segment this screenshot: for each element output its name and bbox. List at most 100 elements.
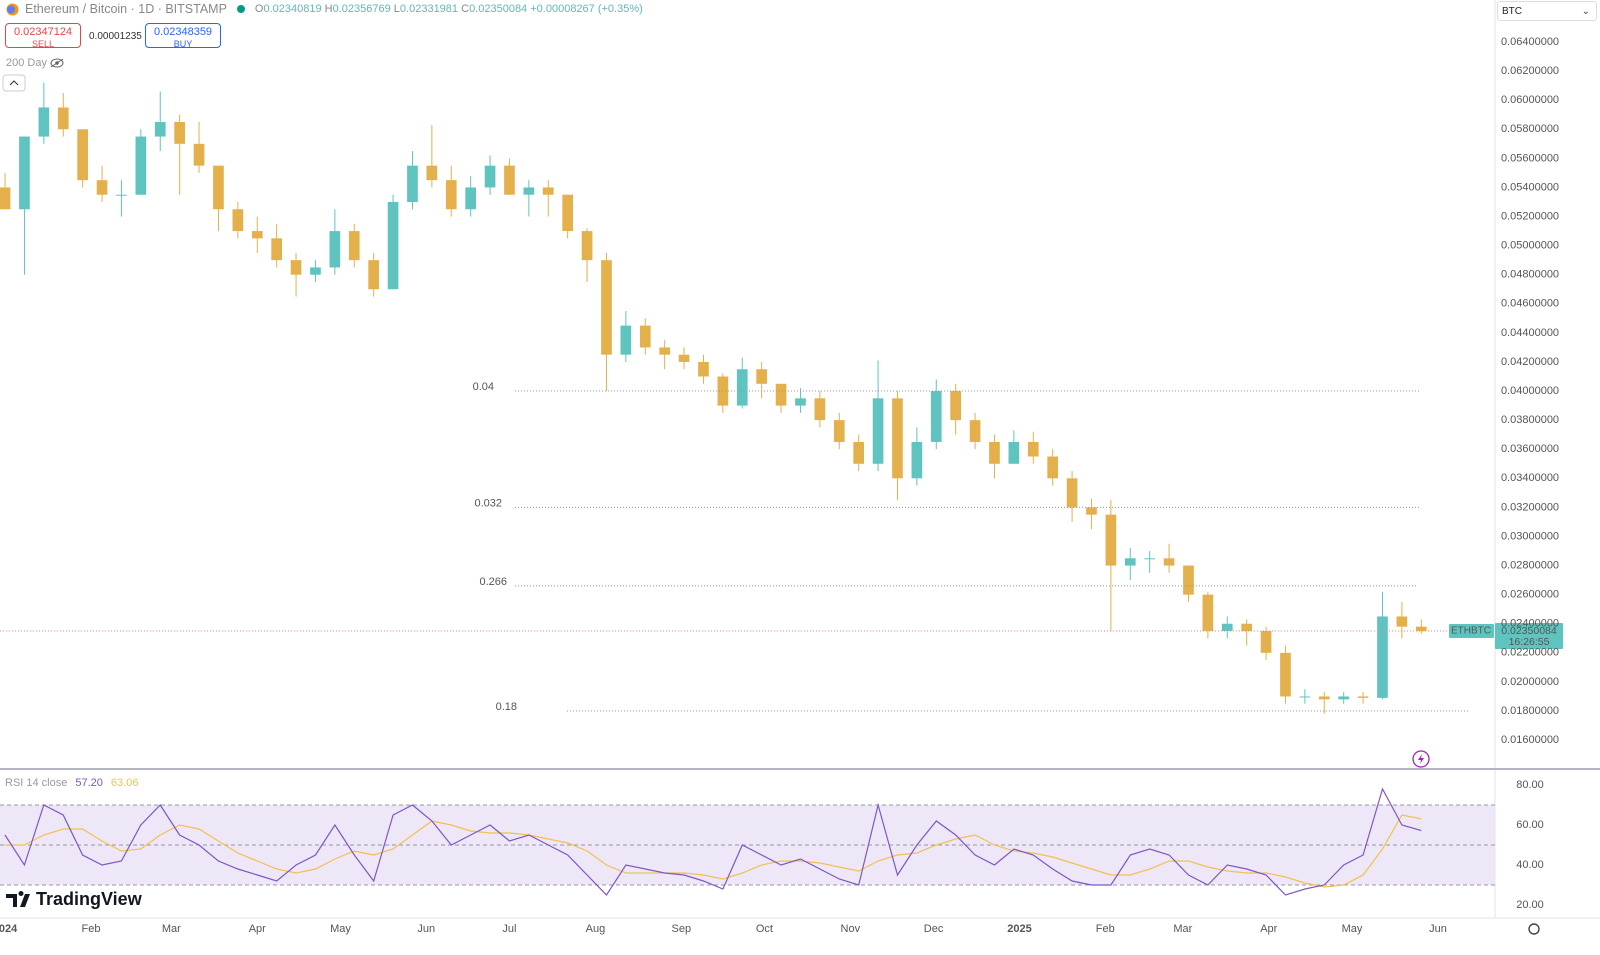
currency: BTC [1502,6,1522,17]
candle-body [911,441,923,479]
collapse-icon [9,80,19,86]
candle-body [523,187,535,195]
x-tick-label: Jun [1429,923,1447,935]
candle-body [639,325,651,348]
y-tick-label: 0.01800000 [1501,705,1559,717]
x-tick-label: Mar [162,923,181,935]
y-tick-label: 0.05400000 [1501,181,1559,193]
level-label: 0.032 [474,497,502,509]
rsi-line [4,787,1422,896]
candle-body [484,165,496,188]
y-tick-label: 0.04200000 [1501,356,1559,368]
x-tick-label: Feb [1096,923,1115,935]
y-tick-label: 0.02000000 [1501,676,1559,688]
settings-icon [1528,923,1540,935]
candle-body [678,354,690,362]
candle-body [271,238,282,261]
candle-body [892,398,903,479]
y-tick-label: 0.06000000 [1501,94,1559,106]
y-tick-label: 0.05800000 [1501,123,1559,135]
rsi-value: 57.20 [75,777,103,789]
candle-body [310,267,321,275]
candle-body [620,325,632,355]
x-tick-label: Apr [1260,923,1277,935]
dropdown-arrow: ⌄ [1581,6,1590,17]
x-tick-label: Oct [756,923,773,935]
ohlc-value: 0.02340819 [263,3,322,15]
currency-select[interactable]: BTC ⌄ [1497,1,1597,21]
candle-body [736,369,748,406]
y-tick-label: 0.03400000 [1501,472,1559,484]
candle-body [154,122,166,137]
candle-body [581,231,593,261]
candle-body [38,107,50,137]
candle-body [232,209,244,232]
y-tick-label: 0.05200000 [1501,210,1559,222]
y-tick-label: 0.01600000 [1501,734,1559,746]
candle-body [795,398,806,406]
candle-body [853,441,864,464]
indicator-legend[interactable]: 200 Day [6,57,64,69]
candle-body [1415,626,1427,631]
candle-body [989,441,1000,464]
candle-body [1027,441,1039,457]
sell-price: 0.02347124 [13,26,73,38]
candle-body [1105,514,1117,566]
y-tick-label: 0.06200000 [1501,65,1559,77]
x-tick-label: Dec [924,923,944,935]
ohlc-legend: O0.02340819 H0.02356769 L0.02331981 C0.0… [255,3,643,15]
candle-body [1377,616,1388,698]
eye-icon[interactable] [50,58,64,68]
x-tick-label: 2024 [0,923,18,935]
ohlc-key: L [393,3,400,15]
y-tick-label: 0.03600000 [1501,443,1559,455]
level-label: 0.04 [473,381,494,393]
candle-body [445,180,457,210]
candle-body [135,136,147,195]
candle-body [1338,696,1350,700]
ohlc-value: 0.02356769 [332,3,391,15]
candle-body [57,107,69,130]
candle-body [814,398,826,421]
candle-body [1047,456,1059,479]
candle-body [174,122,185,144]
candle-body [950,391,962,421]
y-tick-label: 0.06400000 [1501,36,1559,48]
candle-body [19,136,30,210]
brand-logo [6,890,30,907]
candle-body [542,187,554,195]
candle-body [1221,623,1233,632]
candle-body [504,165,515,195]
y-tick-label: 0.03800000 [1501,414,1559,426]
ohlc-key: C [461,3,470,15]
candle-body [1396,616,1408,627]
indicator-name: 200 Day [6,57,47,69]
candle-body [407,165,418,202]
candle-body [930,391,942,442]
level-label: 0.266 [479,576,507,588]
rsi-ma-value: 63.06 [110,777,139,789]
y-tick-label: 0.04600000 [1501,298,1559,310]
sell-button[interactable]: 0.02347124 SELL [5,23,81,49]
x-tick-label: Apr [249,923,266,935]
x-tick-label: 2025 [1007,923,1031,935]
candle-body [368,260,379,290]
spread: 0.00001235 [89,31,142,42]
y-tick-label: 0.03200000 [1501,501,1559,513]
buy-button[interactable]: 0.02348359 BUY [145,23,221,49]
symbol-title: Ethereum / Bitcoin · 1D · BITSTAMP [25,2,227,16]
lightning-icon [1412,750,1430,768]
candle-body [0,187,11,210]
x-tick-label: Mar [1173,923,1192,935]
candle-body [1124,558,1136,566]
candle-body [1183,565,1194,595]
candle-body [833,420,845,442]
x-tick-label: Jun [417,923,435,935]
candle-body [116,194,127,196]
symbol-icon [6,3,19,15]
candle-body [562,194,573,232]
candle-body [601,260,612,355]
candle-body [969,420,981,442]
lightning-bolt [1418,754,1424,764]
